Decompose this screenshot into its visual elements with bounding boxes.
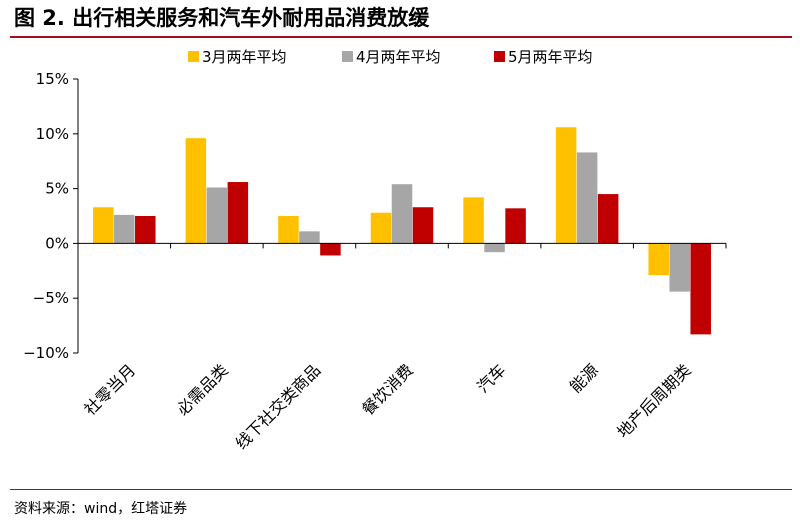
bar-1-7 <box>648 243 669 276</box>
bar-1-5 <box>463 197 484 244</box>
source-note: 资料来源：wind，红塔证券 <box>14 501 188 517</box>
title-divider <box>10 36 792 38</box>
bar-2-2 <box>206 187 228 244</box>
y-tick-label: 5% <box>45 180 69 198</box>
y-tick-label: 15% <box>36 70 69 88</box>
y-tick-label: 0% <box>45 234 69 252</box>
x-tick-label: 地产后周期类 <box>613 360 694 441</box>
legend-swatch-1 <box>188 51 199 62</box>
bar-3-4 <box>412 207 434 244</box>
legend-swatch-3 <box>494 51 505 62</box>
legend-label-2: 4月两年平均 <box>356 48 441 66</box>
bars <box>93 127 711 335</box>
bar-3-3 <box>320 243 341 256</box>
legend-label-3: 5月两年平均 <box>508 48 593 66</box>
bar-1-4 <box>370 212 392 244</box>
y-axis: −10% −5% 0% 5% 10% 15% <box>23 70 79 362</box>
bar-1-3 <box>278 216 299 244</box>
bar-2-6 <box>576 152 598 244</box>
bar-3-2 <box>227 182 249 244</box>
chart-legend: 3月两年平均 4月两年平均 5月两年平均 <box>188 48 593 66</box>
figure-title: 图 2. 出行相关服务和汽车外耐用品消费放缓 <box>14 6 430 30</box>
bar-1-6 <box>555 127 577 244</box>
bar-2-4 <box>391 184 413 244</box>
bar-2-5 <box>484 243 505 253</box>
x-tick-label: 社零当月 <box>80 360 139 419</box>
source-divider <box>10 489 792 490</box>
bar-2-3 <box>299 231 320 244</box>
x-tick-label: 汽车 <box>473 360 509 396</box>
x-tick-label: 能源 <box>566 360 602 396</box>
y-tick-label: 10% <box>36 125 69 143</box>
bar-3-5 <box>505 208 526 244</box>
legend-swatch-2 <box>342 51 353 62</box>
bar-2-1 <box>114 214 135 244</box>
x-tick-label: 餐饮消费 <box>358 360 417 419</box>
bar-3-7 <box>690 243 711 335</box>
bar-chart: 3月两年平均 4月两年平均 5月两年平均 −10% −5% 0% 5% 10% 15% 社零当… <box>23 48 727 453</box>
bar-3-1 <box>135 216 156 244</box>
legend-label-1: 3月两年平均 <box>202 48 287 66</box>
bar-1-2 <box>185 138 207 244</box>
x-tick-label: 线下社交类商品 <box>232 360 325 453</box>
bar-3-6 <box>597 194 619 244</box>
x-tick-label: 必需品类 <box>173 360 232 419</box>
bar-2-7 <box>669 243 690 292</box>
bar-1-1 <box>93 207 114 244</box>
y-tick-label: −10% <box>23 344 69 362</box>
x-axis: 社零当月 必需品类 线下社交类商品 餐饮消费 汽车 能源 地产后周期类 <box>77 242 727 453</box>
y-tick-label: −5% <box>33 289 69 307</box>
